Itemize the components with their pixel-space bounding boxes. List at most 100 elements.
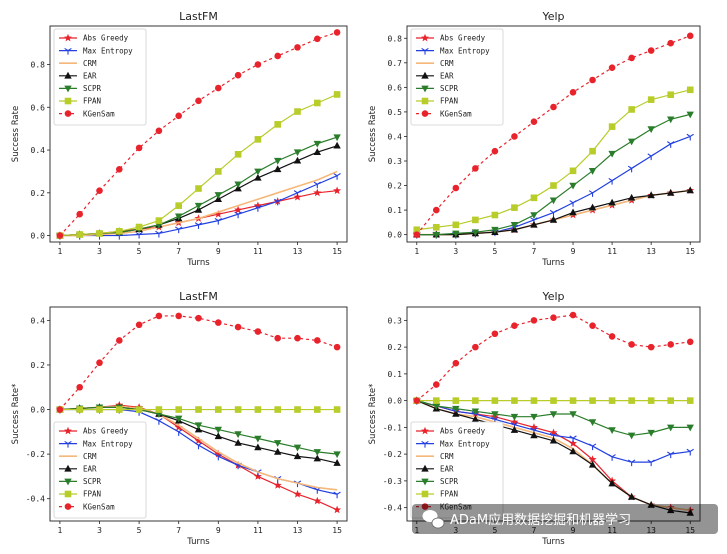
series-scpr [413,397,694,440]
data-point [608,427,616,435]
data-point [333,451,341,459]
wechat-icon [422,510,445,529]
data-point [667,39,674,47]
series-ear [413,396,694,516]
data-point [433,397,440,404]
data-point [589,397,596,404]
data-point [510,222,519,229]
legend-label: Abs Greedy [440,34,486,43]
data-point [647,47,655,54]
series-fpan [413,86,694,234]
data-point [254,406,262,413]
data-point [195,406,202,413]
data-point [234,151,242,158]
data-point [175,406,182,413]
data-point [274,52,282,60]
legend-marker [64,33,72,42]
legend-label: Abs Greedy [83,427,129,436]
data-point [155,127,163,135]
data-point [274,157,282,165]
y-tick-label: 0.0 [31,406,46,415]
x-tick-label: 13 [646,247,656,256]
data-point [686,186,694,194]
y-tick-label: 0.6 [31,103,46,112]
data-point [96,230,103,237]
y-tick-label: 0.3 [388,157,403,166]
x-tick-label: 11 [253,526,263,535]
legend-label: KGenSam [83,109,115,118]
data-point [588,168,597,175]
legend-marker [421,464,429,472]
data-point [667,397,674,404]
data-point [667,424,675,432]
legend: Abs Greedy Max Entropy CRM EAR SCPR FPAN KGenS… [410,28,504,126]
data-point [116,228,123,235]
legend-entry: KGenSam [416,502,472,511]
legend-marker [421,47,429,55]
data-point [254,205,262,212]
legend-label: Abs Greedy [83,34,129,43]
legend-label: SCPR [83,477,102,486]
series-kgensam [56,312,341,413]
data-point [214,210,223,218]
data-point [76,231,83,238]
chart-title: LastFM [179,290,218,303]
y-tick-label: 0.2 [388,182,403,191]
data-point [96,406,103,413]
data-point [569,167,577,175]
data-point [135,144,143,152]
series-fpan [56,406,341,413]
legend-label: KGenSam [440,109,472,118]
data-point [195,97,202,105]
data-point [510,426,519,433]
data-point [686,424,694,432]
legend-entry: Max Entropy [416,46,490,55]
x-axis-label: Turns [541,537,565,547]
legend-entry: CRM [416,59,454,68]
legend-label: CRM [83,59,97,68]
data-point [333,505,342,514]
data-point [549,215,558,223]
legend-entry: EAR [59,465,97,474]
data-point [433,381,440,388]
data-point [491,397,499,404]
data-point [274,406,281,413]
legend-entry: Max Entropy [59,46,133,55]
chart-title: Yelp [541,290,564,303]
x-tick-label: 9 [216,247,221,256]
data-point [56,232,64,239]
data-point [452,397,460,404]
data-point [569,182,577,190]
x-axis-label: Turns [541,258,565,268]
data-point [215,84,222,92]
legend-label: KGenSam [440,502,472,511]
plot-frame [406,306,701,522]
data-point [627,165,636,173]
data-point [333,91,341,98]
data-point [569,447,577,455]
data-point [175,415,183,423]
data-point [667,91,674,99]
data-point [608,177,616,185]
legend-label: SCPR [440,477,459,486]
data-point [333,459,341,466]
data-point [569,439,578,447]
data-point [116,406,123,413]
data-point [314,337,321,344]
data-point [254,136,262,143]
legend-label: CRM [440,59,454,68]
legend-entry: CRM [416,452,454,461]
series-kgensam [413,311,694,404]
legend-marker [64,490,72,498]
x-tick-label: 7 [532,526,537,535]
data-point [234,71,242,79]
data-point [550,103,557,111]
data-point [135,406,143,413]
data-point [96,187,103,194]
data-point [471,408,480,416]
x-tick-label: 3 [453,247,458,256]
data-point [491,330,499,338]
data-point [155,418,163,425]
x-tick-label: 1 [414,526,419,535]
